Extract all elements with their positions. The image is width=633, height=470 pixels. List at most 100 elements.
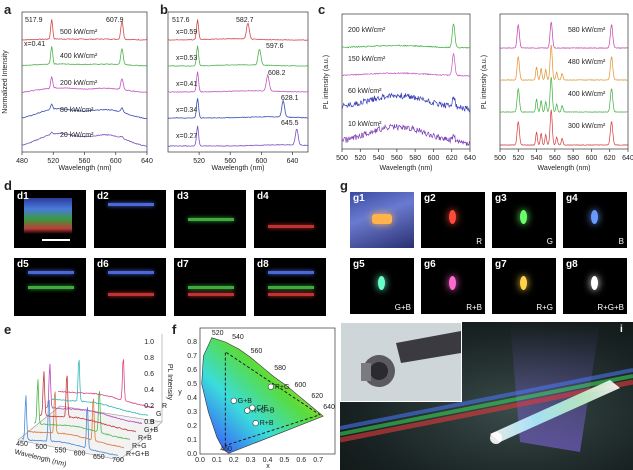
xtick-label: 0.6: [296, 457, 306, 464]
anno-a-607: 607.9: [106, 17, 124, 24]
xtick-label: 600: [255, 158, 267, 165]
xtick-label: 580: [567, 155, 579, 162]
series-e-label: R: [162, 403, 167, 410]
tile-label: g4: [566, 193, 578, 204]
rgb-triangle: [224, 350, 321, 447]
series-e-label: R+B: [138, 435, 152, 442]
series-a-line: [21, 46, 148, 67]
series-e-line: [58, 359, 155, 408]
series-e-label: B: [150, 419, 155, 426]
xtick-label: 700: [112, 457, 124, 464]
micrograph-d8: d8: [254, 258, 326, 316]
cie-point-label: CIE: [256, 405, 268, 412]
xlabel-b: Wavelength (nm): [211, 165, 264, 172]
chart-b: Wavelength (nm) 520 560 600 640 517.6 582.7…: [167, 11, 309, 172]
micrograph-g5: G+B g5: [350, 258, 414, 314]
series-e-line: [33, 379, 131, 440]
blue-beam: [340, 368, 633, 430]
emission-stripe: [268, 293, 314, 296]
anno-b-608: 608.2: [268, 70, 286, 77]
tile-color-tag: R+G+B: [597, 303, 624, 312]
tile-color-tag: B: [618, 237, 624, 246]
cie-point-label: R+G+B: [251, 408, 275, 415]
series-b-line: [167, 19, 309, 41]
cie-point-label: G+B: [238, 398, 253, 405]
tile-label: g6: [424, 259, 436, 270]
ztick-label: 0.8: [144, 355, 154, 362]
xlabel-f: x: [266, 463, 270, 470]
legend-b-059: x=0.59: [176, 29, 197, 36]
xtick-label: 560: [224, 158, 236, 165]
tile-color-tag: G+B: [394, 303, 411, 312]
series-c-left-line: [341, 23, 471, 49]
anno-b-582: 582.7: [236, 17, 254, 24]
panel-label-d: d: [4, 178, 12, 193]
legend-a-20: 20 kW/cm²: [60, 132, 94, 139]
cie-point: [244, 407, 251, 414]
panel-h-scene: i: [340, 322, 633, 470]
xtick-label: 640: [287, 158, 299, 165]
xtick-label: 520: [512, 155, 524, 162]
ylabel-e: PL Intensity: [166, 364, 173, 401]
ytick-label: 0.5: [187, 381, 197, 388]
tile-label: d5: [17, 259, 29, 270]
xtick-label: 0.1: [212, 457, 222, 464]
locus-label: 540: [232, 334, 244, 341]
ylabel-a: Normalized Intensity: [2, 50, 9, 114]
ytick-label: 0.6: [187, 367, 197, 374]
anno-b-517: 517.6: [172, 17, 190, 24]
panel-label-b: b: [160, 2, 168, 17]
series-b-line: [167, 98, 309, 119]
micrograph-d3: d3: [174, 190, 246, 248]
legend-c-200: 200 kW/cm²: [348, 27, 386, 34]
ylabel-c-right: PL intensity (a.u.): [481, 55, 488, 109]
micrograph-d2: d2: [94, 190, 166, 248]
series-b-line: [168, 71, 309, 93]
xtick-label: 620: [604, 155, 616, 162]
micrograph-d1: d1: [14, 190, 86, 248]
xtick-label: 450: [16, 441, 28, 448]
emission-spot: [378, 276, 385, 290]
series-a-line: [21, 19, 148, 41]
tile-label: d8: [257, 259, 269, 270]
cie-point: [230, 397, 237, 404]
anno-a-x041: x=0.41: [24, 41, 45, 48]
ytick-label: 0.0: [187, 451, 197, 458]
legend-c-150: 150 kW/cm²: [348, 56, 386, 63]
tile-label: d1: [17, 191, 29, 202]
panel-label-e: e: [4, 322, 12, 337]
cie-point-label: R+G: [275, 384, 290, 391]
micrograph-d4: d4: [254, 190, 326, 248]
series-e-label: R+G+B: [126, 451, 150, 458]
emission-spot: [490, 432, 502, 444]
series-a-line: [21, 103, 147, 120]
cie-point: [252, 420, 259, 427]
inset-i: [340, 322, 462, 402]
xtick-label: 0.4: [263, 457, 273, 464]
locus-label: 460: [220, 446, 232, 453]
emission-spot: [591, 276, 598, 290]
xtick-label: 600: [110, 158, 122, 165]
panel-label-f: f: [172, 322, 177, 337]
xtick-label: 520: [47, 158, 59, 165]
micrograph-g7: R+G g7: [492, 258, 556, 314]
xtick-label: 560: [549, 155, 561, 162]
emission-stripe: [188, 217, 234, 221]
legend-c-480: 480 kW/cm²: [568, 59, 606, 66]
xtick-label: 540: [531, 155, 543, 162]
tile-color-tag: G: [546, 237, 553, 246]
legend-c-300: 300 kW/cm²: [568, 123, 606, 130]
anno-a-517: 517.9: [25, 17, 43, 24]
ylabel-c-left: PL intensity (a.u.): [323, 55, 330, 109]
tile-label: g1: [353, 193, 365, 204]
chart-c-left: PL intensity (a.u.) Wavelength (nm) 500 5…: [323, 13, 476, 172]
series-e-label: G+B: [144, 427, 159, 434]
locus-label: 640: [323, 404, 335, 411]
series-b-line: [167, 125, 309, 147]
ytick-label: 0.3: [187, 409, 197, 416]
emission-stripe: [28, 271, 74, 275]
legend-a-400: 400 kW/cm²: [60, 53, 98, 60]
xtick-label: 0.5: [280, 457, 290, 464]
